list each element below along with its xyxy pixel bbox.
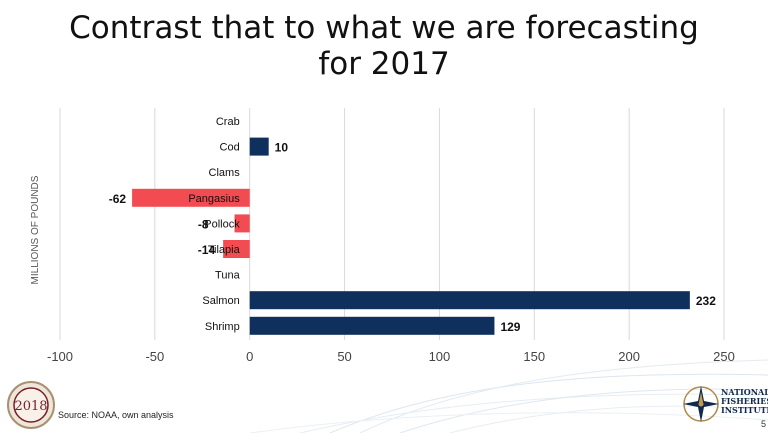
chart-bars bbox=[132, 137, 690, 335]
x-tick-label: 0 bbox=[246, 349, 253, 364]
value-label: 232 bbox=[696, 294, 716, 308]
x-axis-tick-labels: -100 -50 0 50 100 150 200 250 bbox=[47, 349, 735, 364]
slide-title: Contrast that to what we are forecasting… bbox=[0, 10, 768, 82]
value-label: -8 bbox=[198, 217, 209, 231]
category-label: Tilapia bbox=[208, 244, 241, 256]
category-label: Cod bbox=[220, 142, 240, 154]
category-label: Clams bbox=[209, 167, 241, 179]
conference-logo: 2018 bbox=[7, 381, 55, 429]
category-label: Shrimp bbox=[205, 321, 240, 333]
category-label: Pangasius bbox=[188, 193, 240, 205]
x-tick-label: 50 bbox=[337, 349, 351, 364]
bar bbox=[249, 137, 269, 156]
institute-logo-line: FISHERIES bbox=[721, 396, 768, 406]
title-line-1: Contrast that to what we are forecasting bbox=[69, 10, 699, 46]
x-tick-label: 100 bbox=[429, 349, 451, 364]
value-label: 10 bbox=[275, 141, 289, 155]
institute-logo-line: INSTITUTE bbox=[721, 405, 768, 415]
title-line-2: for 2017 bbox=[318, 46, 450, 82]
x-tick-label: -100 bbox=[47, 349, 73, 364]
category-label: Salmon bbox=[202, 295, 239, 307]
compass-rose-icon bbox=[683, 386, 719, 422]
conference-logo-year: 2018 bbox=[14, 399, 47, 414]
institute-logo-text: NATIONAL FISHERIES INSTITUTE bbox=[721, 387, 768, 415]
bar bbox=[223, 240, 250, 258]
bar bbox=[234, 214, 250, 233]
category-label: Tuna bbox=[215, 270, 241, 282]
value-label: 129 bbox=[500, 320, 520, 334]
page-number: 5 bbox=[761, 419, 767, 429]
y-axis-label: MILLIONS OF POUNDS bbox=[30, 175, 41, 284]
bar bbox=[132, 188, 250, 207]
source-note: Source: NOAA, own analysis bbox=[58, 410, 174, 420]
value-label: -62 bbox=[109, 192, 127, 206]
bar bbox=[249, 316, 495, 335]
x-tick-label: -50 bbox=[145, 349, 164, 364]
category-labels: Crab Cod Clams Pangasius Pollock Tilapia Tuna S… bbox=[188, 116, 240, 333]
bar bbox=[249, 291, 690, 310]
value-label: -14 bbox=[198, 243, 216, 257]
category-label: Pollock bbox=[204, 218, 240, 230]
value-labels: 10 -62 -8 -14 232 129 bbox=[109, 141, 716, 334]
x-tick-label: 250 bbox=[713, 349, 735, 364]
x-tick-label: 150 bbox=[523, 349, 545, 364]
institute-logo-line: NATIONAL bbox=[721, 387, 768, 397]
category-label: Crab bbox=[216, 116, 240, 128]
x-tick-label: 200 bbox=[618, 349, 640, 364]
